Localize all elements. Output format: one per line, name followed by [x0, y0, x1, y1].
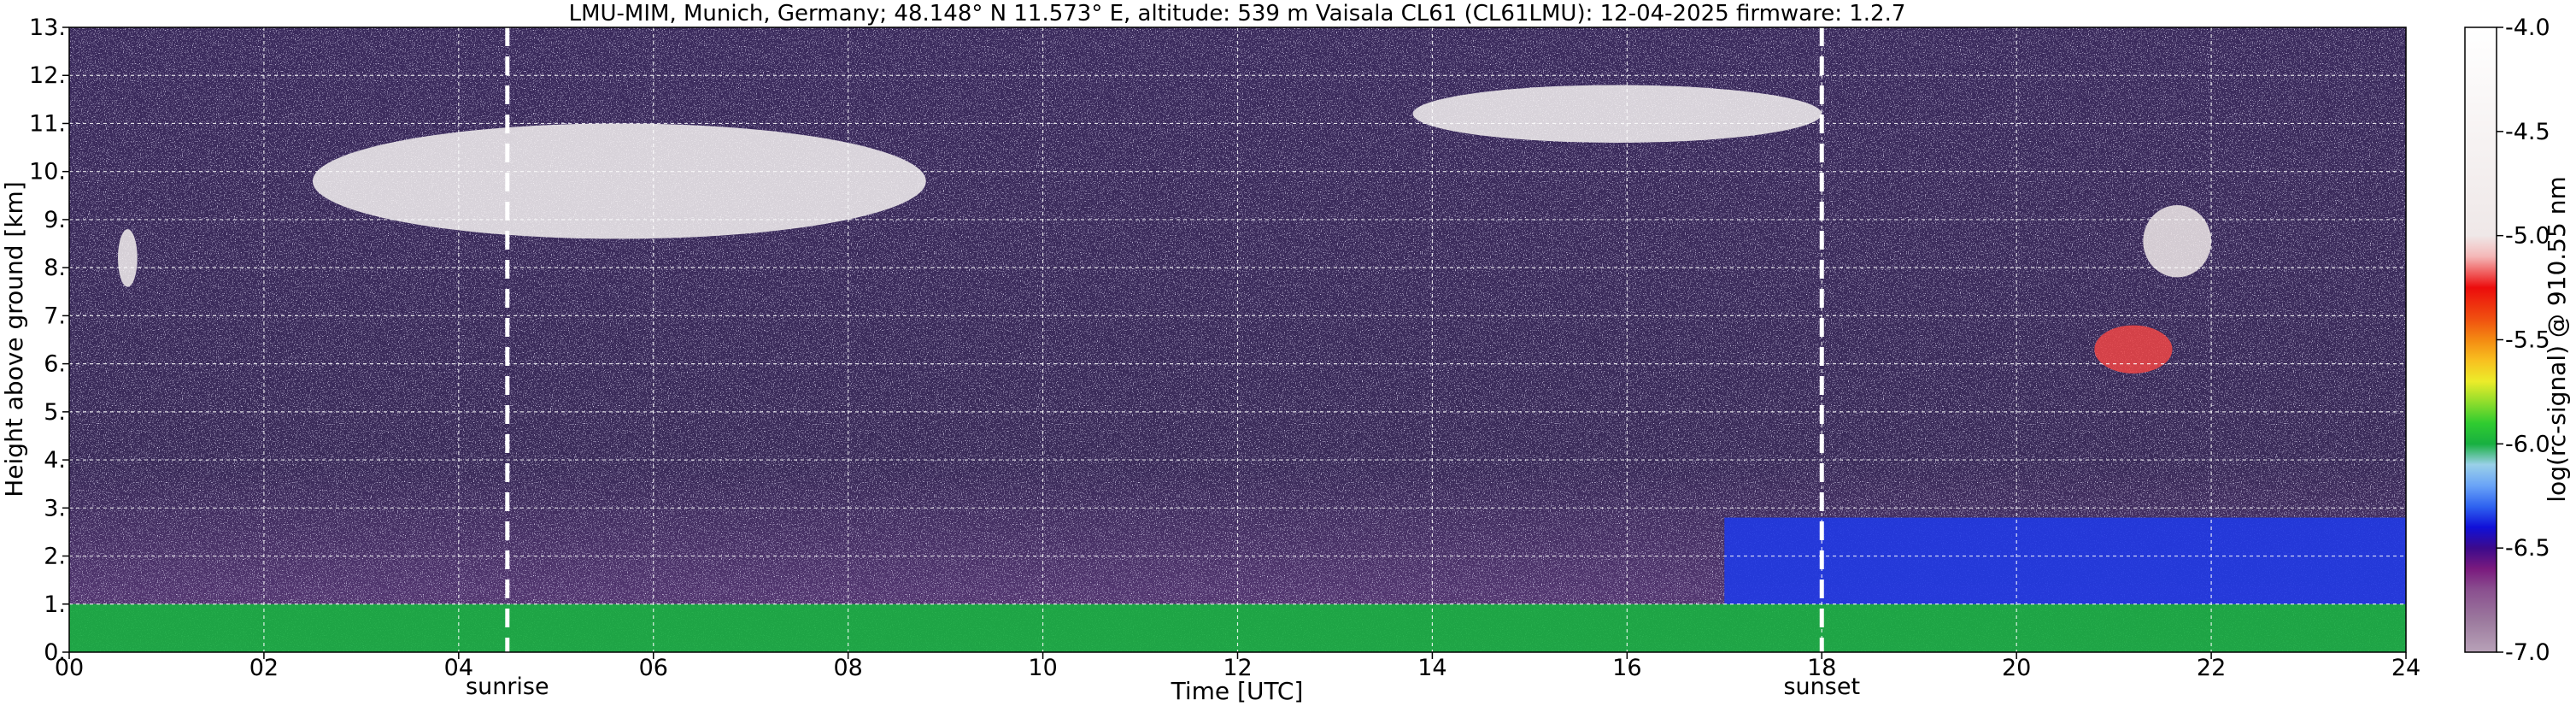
y-tick-label: 3. — [44, 495, 66, 521]
x-tick-label: 00 — [55, 655, 84, 681]
colorbar: -4.0 -4.5 -5.0 -5.5 -6.0 -6.5 -7.0 log(rc-sign… — [2464, 15, 2571, 666]
plot-area — [69, 27, 2406, 652]
y-tick-label: 2. — [44, 544, 66, 570]
y-tick-label: 4. — [44, 447, 66, 474]
feature-1 — [1724, 517, 2406, 604]
y-tick-label: 13. — [29, 15, 66, 41]
y-tick-label: 1. — [44, 591, 66, 618]
colorbar-label: log(rc-signal) @ 910.55 nm — [2543, 176, 2571, 502]
y-tick-label: 11. — [29, 110, 66, 137]
x-tick-label: 08 — [833, 655, 862, 681]
colorbar-tick-label: -6.0 — [2505, 431, 2550, 457]
y-tick-label: 8. — [44, 255, 66, 281]
colorbar-tick-label: -5.5 — [2505, 327, 2550, 354]
x-axis-label: Time [UTC] — [1171, 677, 1304, 705]
x-tick-label: 02 — [249, 655, 279, 681]
x-tick-label: 22 — [2197, 655, 2226, 681]
feature-2 — [312, 123, 926, 239]
x-tick-label: 16 — [1612, 655, 1641, 681]
y-axis-label: Height above ground [km] — [0, 181, 28, 497]
feature-4 — [117, 229, 138, 287]
y-tick-label: 0. — [44, 639, 66, 666]
colorbar-tick-label: -4.5 — [2505, 119, 2550, 145]
sunrise-label: sunrise — [466, 674, 549, 700]
y-tick-label: 5. — [44, 399, 66, 426]
sunset-label: sunset — [1783, 674, 1860, 700]
chart-title: LMU-MIM, Munich, Germany; 48.148° N 11.5… — [569, 1, 1906, 26]
x-tick-label: 12 — [1223, 655, 1252, 681]
colorbar-scale — [2464, 26, 2497, 653]
x-tick-label: 06 — [639, 655, 668, 681]
y-tick-label: 9. — [44, 207, 66, 233]
grid-lines — [69, 27, 2406, 652]
colorbar-tick-label: -5.0 — [2505, 223, 2550, 250]
y-tick-label: 10. — [29, 159, 66, 185]
feature-6 — [2094, 325, 2173, 374]
x-tick-label: 18 — [1807, 655, 1836, 681]
y-tick-label: 12. — [29, 62, 66, 89]
colorbar-tick-label: -7.0 — [2505, 639, 2550, 666]
feature-3 — [1412, 85, 1822, 143]
feature-5 — [2143, 205, 2212, 278]
x-tick-label: 14 — [1417, 655, 1446, 681]
x-tick-label: 20 — [2002, 655, 2031, 681]
x-tick-label: 24 — [2391, 655, 2421, 681]
y-tick-label: 6. — [44, 351, 66, 378]
y-tick-label: 7. — [44, 303, 66, 329]
x-tick-label: 10 — [1028, 655, 1057, 681]
x-tick-label: 04 — [444, 655, 473, 681]
colorbar-tick-label: -6.5 — [2505, 535, 2550, 562]
colorbar-tick-label: -4.0 — [2505, 15, 2550, 41]
